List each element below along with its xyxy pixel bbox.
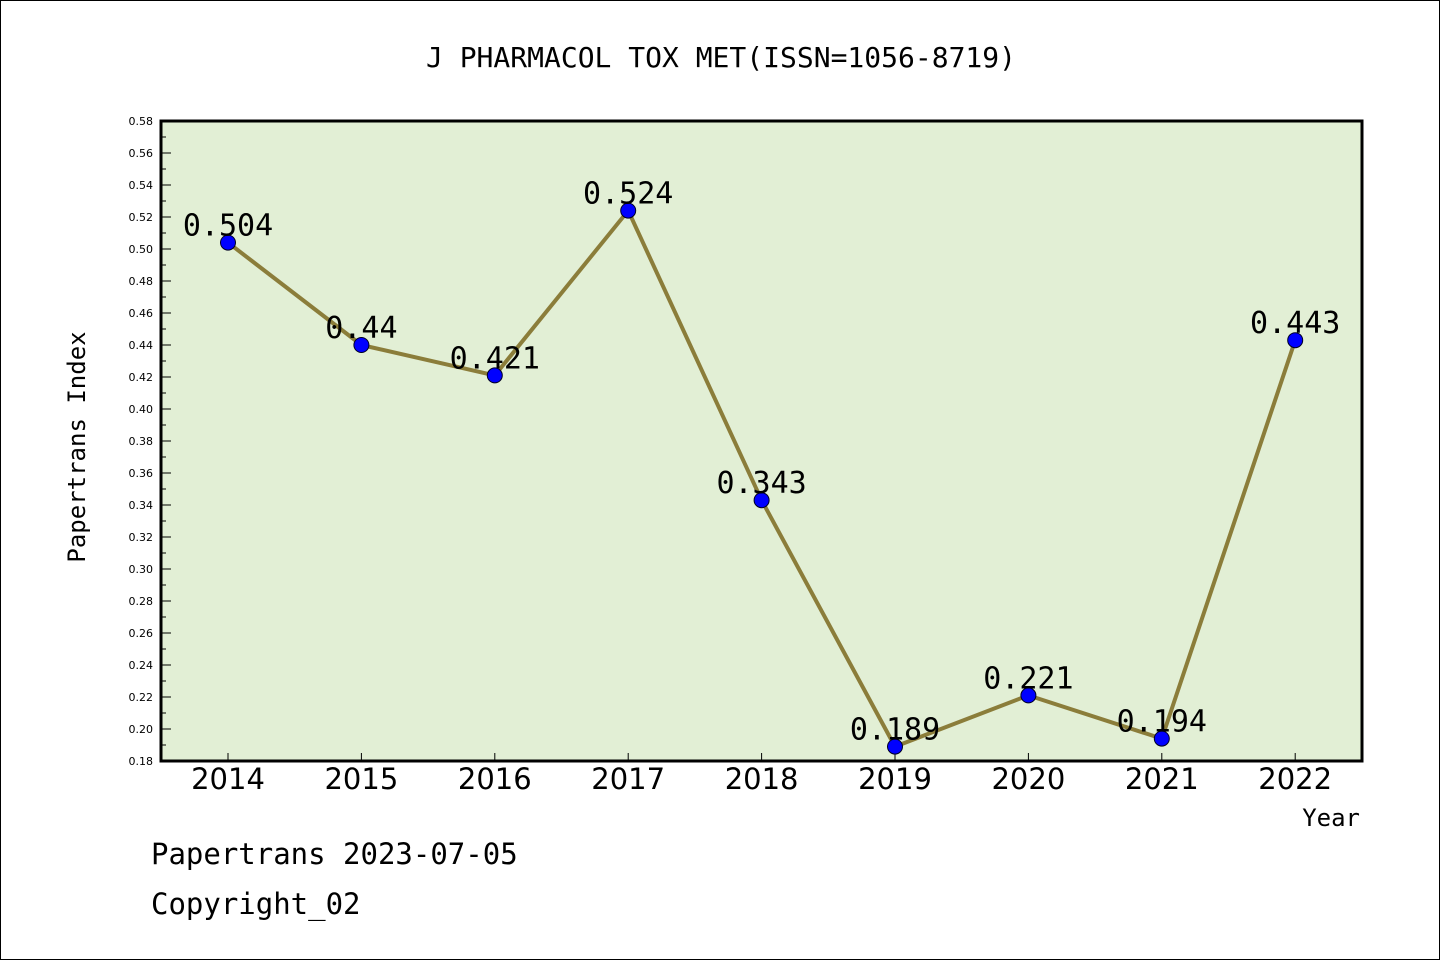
data-label: 0.44: [325, 311, 397, 346]
y-tick-label: 0.44: [129, 339, 154, 352]
y-tick-label: 0.32: [129, 531, 154, 544]
y-tick-label: 0.36: [129, 467, 154, 480]
x-tick-label: 2019: [858, 762, 932, 796]
data-point: [753, 492, 770, 509]
chart-title: J PHARMACOL TOX MET(ISSN=1056-8719): [426, 41, 1016, 74]
y-tick-label: 0.58: [129, 115, 154, 128]
y-tick-label: 0.30: [129, 563, 154, 576]
data-label: 0.443: [1250, 306, 1340, 341]
footer-copyright: Copyright_02: [151, 887, 361, 922]
y-tick-label: 0.34: [129, 499, 154, 512]
data-label: 0.421: [450, 341, 540, 376]
data-labels: 0.504 0.44 0.421 0.524 0.343 0.189 0.221 0.194 0…: [183, 177, 1341, 748]
y-tick-label: 0.18: [129, 755, 154, 768]
y-tick-label: 0.54: [129, 179, 154, 192]
y-tick-label: 0.42: [129, 371, 154, 384]
series-markers: [220, 202, 1304, 755]
data-label: 0.343: [716, 466, 806, 501]
x-tick-label: 2020: [991, 762, 1065, 796]
y-tick-label: 0.46: [129, 307, 154, 320]
y-tick-label: 0.24: [129, 659, 154, 672]
y-tick-label: 0.56: [129, 147, 154, 160]
x-tick-label: 2018: [725, 762, 799, 796]
x-tick-label: 2022: [1258, 762, 1332, 796]
data-point: [1153, 730, 1170, 747]
data-point: [620, 202, 637, 219]
y-axis: 0.18 0.20 0.22 0.24 0.26 0.28 0.30 0.32 0.34 0.36…: [129, 115, 171, 768]
data-label: 0.194: [1117, 705, 1207, 740]
y-tick-label: 0.26: [129, 627, 154, 640]
data-point: [1287, 332, 1304, 349]
y-axis-label: Papertrans Index: [63, 331, 91, 562]
x-axis-label: Year: [1302, 804, 1360, 832]
footer-date: Papertrans 2023-07-05: [151, 837, 518, 871]
data-point: [887, 738, 903, 755]
x-tick-label: 2016: [458, 762, 532, 796]
data-label: 0.504: [183, 209, 273, 244]
y-tick-label: 0.38: [129, 435, 154, 448]
x-tick-label: 2015: [324, 762, 398, 796]
data-label: 0.221: [983, 661, 1073, 696]
x-tick-label: 2021: [1125, 762, 1199, 796]
data-point: [486, 367, 503, 384]
y-tick-label: 0.22: [129, 691, 154, 704]
y-tick-label: 0.20: [129, 723, 154, 736]
x-tick-label: 2017: [591, 762, 665, 796]
y-tick-label: 0.48: [129, 275, 154, 288]
data-point: [353, 337, 370, 353]
y-tick-label: 0.50: [129, 243, 154, 256]
plot-area: [159, 119, 1364, 763]
x-axis: 2014 2015 2016 2017 2018 2019 2020 2021 2022: [191, 753, 1332, 796]
data-label: 0.189: [850, 713, 940, 748]
data-point: [220, 234, 236, 251]
data-point: [1020, 687, 1037, 704]
y-tick-label: 0.40: [129, 403, 154, 416]
y-tick-label: 0.28: [129, 595, 154, 608]
x-tick-label: 2014: [191, 762, 265, 796]
y-tick-label: 0.52: [129, 211, 154, 224]
data-label: 0.524: [583, 177, 673, 212]
